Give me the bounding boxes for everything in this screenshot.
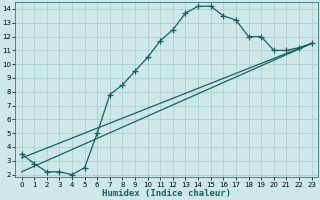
- X-axis label: Humidex (Indice chaleur): Humidex (Indice chaleur): [102, 189, 231, 198]
